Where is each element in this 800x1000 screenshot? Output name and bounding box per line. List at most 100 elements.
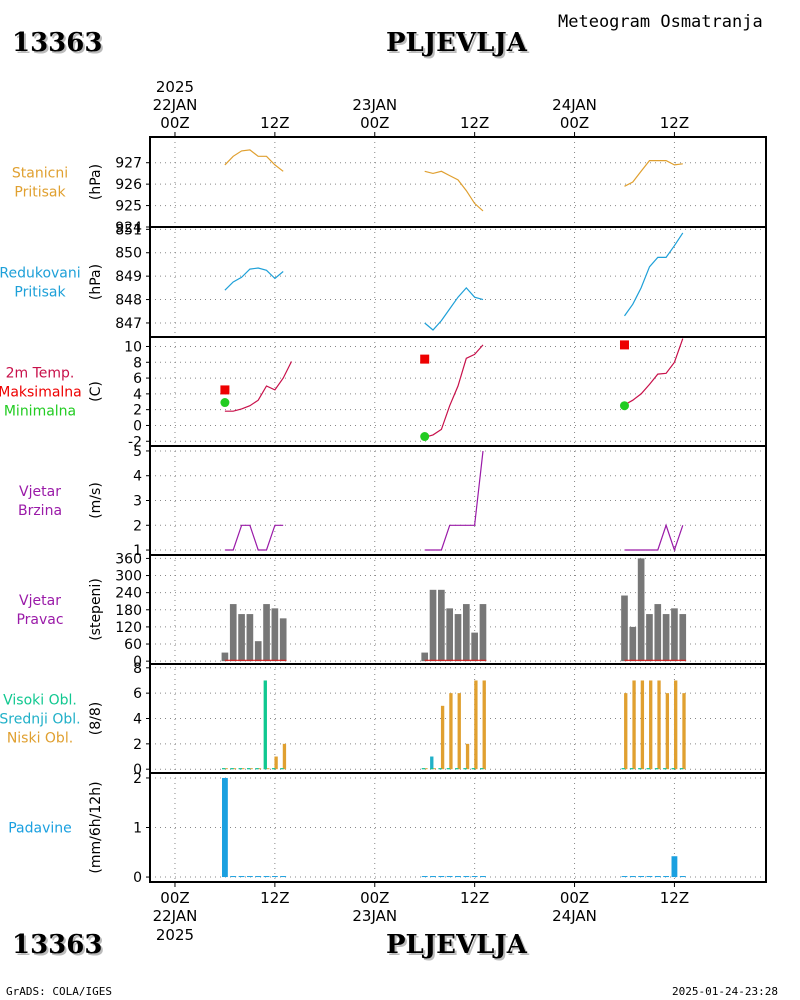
data-bar <box>471 768 476 770</box>
data-bar <box>424 768 428 770</box>
data-bar <box>421 876 428 878</box>
panel-frame <box>149 445 767 556</box>
y-tick-label: 849 <box>115 269 142 285</box>
data-bar <box>271 608 279 662</box>
max-temp-marker <box>220 385 230 395</box>
station-id-top: 13363 <box>12 28 103 58</box>
data-bar <box>637 558 645 662</box>
data-bar <box>671 768 675 770</box>
data-bar <box>282 743 287 770</box>
top-hour-label: 12Z <box>660 114 689 132</box>
data-bar <box>280 876 287 878</box>
data-bar <box>432 768 436 770</box>
top-year-label: 2025 <box>156 78 194 96</box>
data-bar <box>263 604 270 662</box>
data-bar <box>440 705 445 770</box>
data-bar <box>654 604 662 662</box>
series-line <box>424 286 484 331</box>
data-bar <box>646 614 653 662</box>
y-tick-label: 2 <box>133 737 142 753</box>
bottom-date-label: 24JAN <box>552 907 597 925</box>
data-bar <box>455 876 461 878</box>
series-line <box>224 149 284 172</box>
data-bar <box>421 652 429 662</box>
data-bar <box>429 589 437 662</box>
data-bar <box>471 876 478 878</box>
data-bar <box>629 768 634 770</box>
top-hour-label: 12Z <box>260 114 289 132</box>
data-bar <box>222 777 228 878</box>
data-bar <box>238 876 245 878</box>
data-bar <box>274 756 278 770</box>
y-tick-label: 927 <box>115 156 142 172</box>
y-tick-label: 848 <box>115 293 142 309</box>
data-bar <box>457 693 461 770</box>
station-name-bottom: PLJEVLJA <box>386 930 527 960</box>
series-line <box>624 232 684 317</box>
y-tick-label: 851 <box>115 222 142 238</box>
series-line <box>624 160 683 187</box>
data-bar <box>663 876 670 878</box>
data-bar <box>257 768 262 770</box>
data-bar <box>249 768 253 770</box>
data-bar <box>640 680 645 770</box>
data-bar <box>241 768 245 770</box>
panel-frame <box>149 226 767 338</box>
bottom-year-label: 2025 <box>156 926 194 944</box>
y-tick-label: 360 <box>115 551 142 567</box>
panel-label: Minimalna <box>4 404 76 420</box>
data-bar <box>679 614 687 662</box>
y-unit-label: (stepeni) <box>88 578 104 641</box>
y-unit-label: (m/s) <box>88 482 104 519</box>
data-bar <box>654 876 661 878</box>
series-line <box>424 170 484 212</box>
data-bar <box>280 768 284 770</box>
data-bar <box>654 768 659 770</box>
y-tick-label: -2 <box>128 434 142 450</box>
data-bar <box>663 768 667 770</box>
data-bar <box>621 595 628 662</box>
y-tick-label: 0 <box>133 762 142 778</box>
bottom-hour-label: 00Z <box>160 889 189 907</box>
data-bar <box>482 680 486 770</box>
top-hour-label: 12Z <box>460 114 489 132</box>
data-bar <box>621 768 625 770</box>
data-bar <box>430 876 436 878</box>
series-line <box>424 450 484 551</box>
y-tick-label: 10 <box>124 339 142 355</box>
panel-label: Srednji Obl. <box>0 712 81 728</box>
data-bar <box>430 768 434 770</box>
data-bar <box>238 768 242 770</box>
top-hour-label: 00Z <box>360 114 389 132</box>
panel-label: Padavine <box>8 821 72 837</box>
data-bar <box>674 680 678 770</box>
y-tick-label: 0 <box>133 654 142 670</box>
top-date-label: 24JAN <box>552 96 597 114</box>
bottom-hour-label: 12Z <box>460 889 489 907</box>
series-line <box>224 267 284 291</box>
data-bar <box>638 876 645 878</box>
data-bar <box>230 768 234 770</box>
data-bar <box>480 768 484 770</box>
timestamp-text: 2025-01-24-23:28 <box>672 985 778 998</box>
bottom-hour-label: 12Z <box>260 889 289 907</box>
data-bar <box>232 768 237 770</box>
data-bar <box>649 680 653 770</box>
series-line <box>624 523 684 552</box>
data-bar <box>446 876 453 878</box>
y-unit-label: (8/8) <box>88 702 104 735</box>
bottom-hour-label: 00Z <box>360 889 389 907</box>
data-bar <box>279 618 287 662</box>
data-bar <box>255 876 262 878</box>
top-hour-label: 00Z <box>160 114 189 132</box>
y-tick-label: 925 <box>115 199 142 215</box>
y-tick-label: 1 <box>133 543 142 559</box>
y-tick-label: 924 <box>115 220 142 236</box>
data-bar <box>671 608 678 662</box>
y-unit-label: (mm/6h/12h) <box>88 781 104 873</box>
data-bar <box>438 768 442 770</box>
panel-label: Pritisak <box>14 285 66 301</box>
data-bar <box>266 768 270 770</box>
data-bar <box>638 768 642 770</box>
